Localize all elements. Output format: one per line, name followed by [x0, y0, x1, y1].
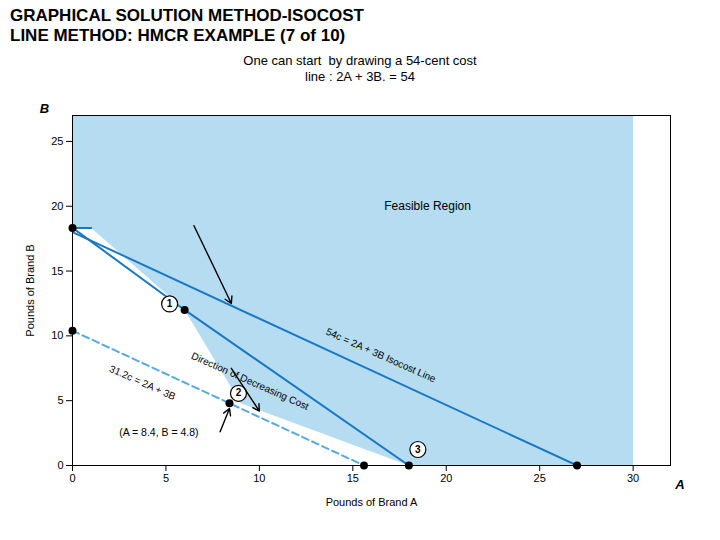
svg-text:2: 2: [236, 388, 242, 399]
svg-text:54c = 2A + 3B Isocost Line: 54c = 2A + 3B Isocost Line: [324, 326, 438, 385]
svg-text:5: 5: [57, 394, 63, 406]
html-text:One can start by drawing a 54-: One can start by drawing a 54-cent cost …: [243, 52, 477, 84]
svg-text:B: B: [40, 101, 49, 116]
svg-text:15: 15: [51, 265, 63, 277]
svg-text:0: 0: [69, 473, 75, 485]
svg-text:20: 20: [440, 473, 452, 485]
svg-text:A: A: [674, 477, 684, 492]
svg-text:1: 1: [167, 298, 173, 309]
svg-text:5: 5: [163, 473, 169, 485]
svg-text:Pounds of Brand A: Pounds of Brand A: [326, 496, 418, 508]
svg-text:10: 10: [51, 330, 63, 342]
svg-text:Pounds of Brand B: Pounds of Brand B: [24, 245, 36, 337]
svg-text:0: 0: [57, 459, 63, 471]
svg-text:31.2c = 2A + 3B: 31.2c = 2A + 3B: [108, 363, 178, 402]
svg-text:15: 15: [347, 473, 359, 485]
svg-text:Direction of Decreasing Cost: Direction of Decreasing Cost: [190, 350, 311, 412]
svg-text:30: 30: [627, 473, 639, 485]
html-text:GRAPHICAL SOLUTION METHOD-ISOC: GRAPHICAL SOLUTION METHOD-ISOCOST LINE M…: [10, 6, 364, 46]
svg-text:10: 10: [253, 473, 265, 485]
svg-text:20: 20: [51, 200, 63, 212]
svg-text:25: 25: [534, 473, 546, 485]
svg-text:Feasible Region: Feasible Region: [384, 199, 471, 213]
svg-text:3: 3: [415, 444, 421, 455]
svg-text:25: 25: [51, 135, 63, 147]
svg-text:(A = 8.4, B = 4.8): (A = 8.4, B = 4.8): [119, 427, 198, 439]
